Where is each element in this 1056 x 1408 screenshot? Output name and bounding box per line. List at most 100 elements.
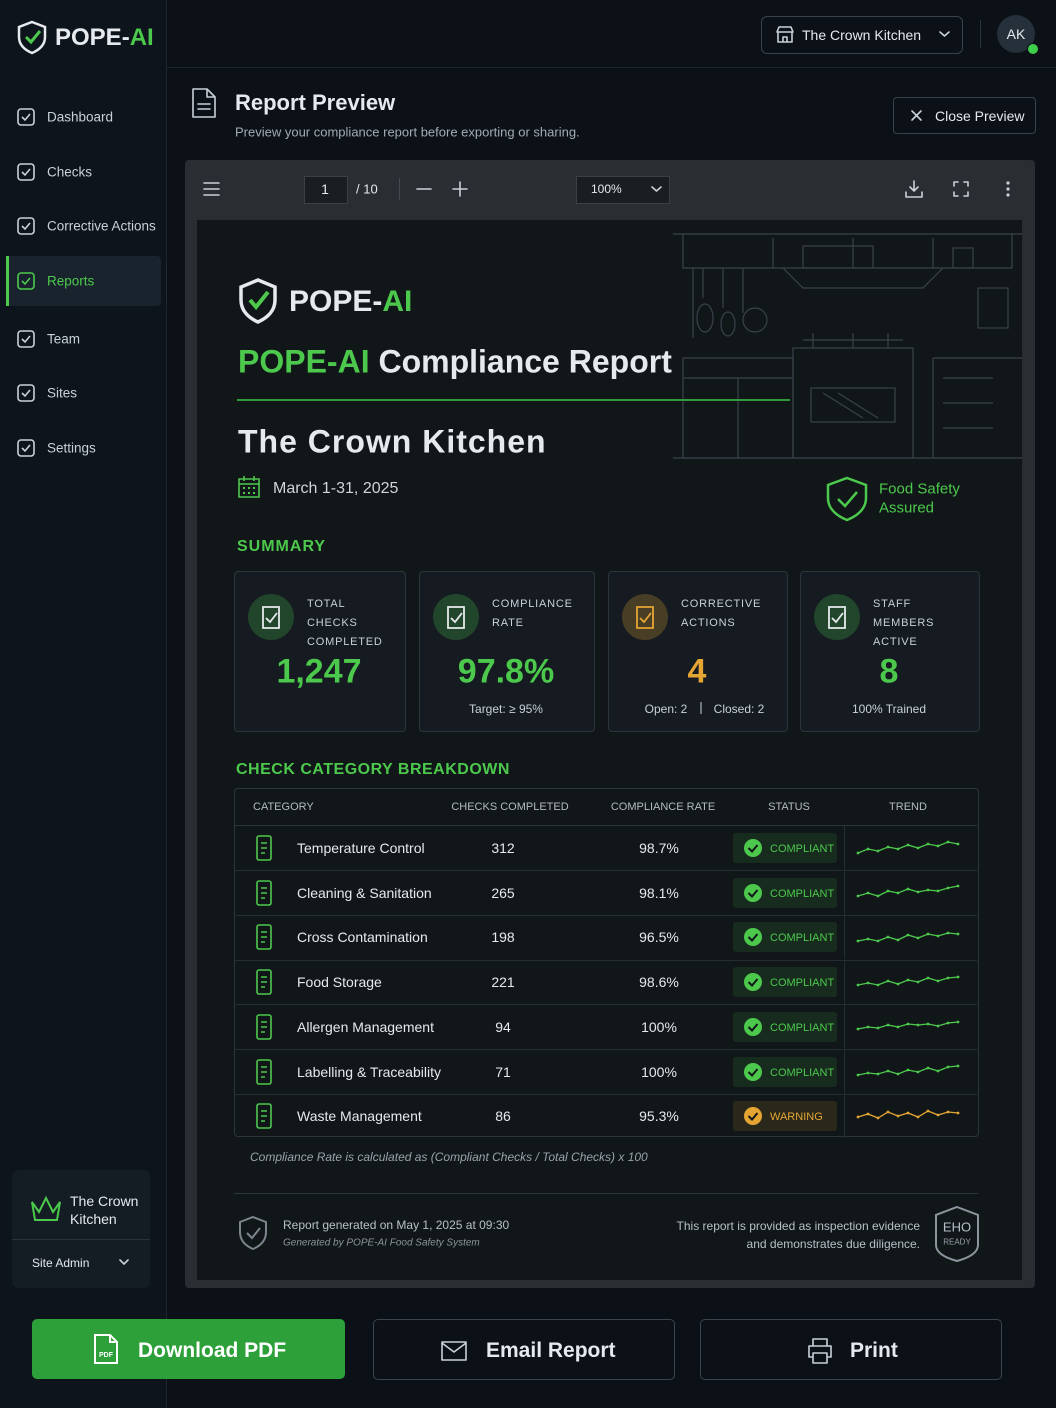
header-rule — [235, 825, 977, 826]
report-page — [197, 220, 1022, 1280]
kitchen-illustration — [673, 233, 1022, 459]
nav-item[interactable]: Corrective Actions — [47, 218, 156, 234]
category-icon — [256, 1058, 272, 1085]
download-label: Download PDF — [138, 1339, 287, 1362]
nav-item[interactable]: Team — [47, 331, 81, 347]
fullscreen-icon[interactable] — [953, 181, 969, 197]
footnote: Compliance Rate is calculated as (Compli… — [250, 1150, 648, 1164]
card-label: TOTAL CHECKS COMPLETED — [307, 598, 383, 648]
nav-icon — [17, 272, 35, 290]
chevron — [119, 1259, 129, 1265]
report-brand: POPE-AI — [289, 285, 412, 319]
brand-prefix: POPE- — [289, 285, 383, 318]
nav-item[interactable]: Dashboard — [47, 109, 114, 125]
close-button[interactable] — [893, 97, 1036, 134]
trend-rule — [844, 960, 845, 1005]
breakdown-table — [234, 788, 979, 1137]
column-header: TREND — [889, 801, 927, 813]
brand-prefix: POPE- — [55, 24, 130, 51]
card-note: Closed: 2 — [713, 702, 765, 716]
zoom-value: 100% — [591, 182, 622, 196]
category-icon — [256, 835, 272, 861]
row-rule — [235, 1093, 977, 1095]
download-button[interactable] — [32, 1319, 345, 1379]
nav-icon — [17, 163, 35, 181]
more-icon[interactable] — [1006, 181, 1010, 197]
status-icon — [744, 1062, 762, 1081]
topbar-border — [167, 67, 1056, 68]
email-button[interactable] — [373, 1319, 675, 1380]
chevron — [651, 186, 662, 192]
status-icon — [744, 1017, 762, 1036]
rate: 96.5% — [639, 929, 679, 946]
category: Allergen Management — [297, 1018, 434, 1035]
site-card[interactable] — [12, 1170, 150, 1288]
nav-item[interactable]: Checks — [47, 164, 93, 180]
eho-title: EHO — [942, 1219, 972, 1235]
status-dot — [1027, 43, 1039, 55]
status: COMPLIANT — [770, 932, 835, 945]
trend-rule — [844, 1049, 845, 1094]
close-label: Close Preview — [935, 108, 1025, 124]
nav-active-bar — [6, 256, 9, 306]
nav-item[interactable]: Sites — [47, 385, 78, 401]
category-icon — [256, 924, 272, 951]
category-icon — [256, 1013, 272, 1040]
nav-item[interactable]: Reports — [47, 273, 95, 289]
page-input[interactable] — [304, 176, 348, 204]
site-name: The Crown Kitchen — [70, 1193, 139, 1227]
close-icon — [911, 110, 922, 121]
card-icon — [248, 594, 294, 640]
zoom-out[interactable] — [416, 188, 432, 190]
brand-suffix: AI — [382, 285, 413, 318]
status: COMPLIANT — [770, 843, 835, 855]
report-title: POPE-AI Compliance Report — [238, 344, 672, 381]
trend-sparkline — [856, 884, 960, 898]
footer-shield — [239, 1215, 267, 1251]
site-selector[interactable] — [761, 16, 963, 54]
menu-icon[interactable] — [203, 182, 220, 196]
pdf-icon: PDF — [94, 1334, 118, 1364]
title-rule — [237, 399, 790, 401]
category-icon — [256, 969, 272, 995]
rate: 98.1% — [639, 884, 679, 901]
nav-icon — [17, 217, 35, 235]
trend-sparkline — [856, 1064, 960, 1076]
download-icon[interactable] — [905, 180, 923, 198]
rate: 100% — [641, 1063, 677, 1080]
page-subtitle: Preview your compliance report before ex… — [235, 124, 580, 140]
chevron — [939, 31, 950, 37]
checks: 221 — [491, 974, 515, 991]
brand-suffix: AI — [129, 24, 154, 51]
trend-rule — [844, 915, 845, 960]
print-button[interactable] — [700, 1319, 1002, 1380]
badge-line: Assured — [879, 499, 935, 517]
trend-rule — [844, 1004, 845, 1049]
status-icon — [744, 839, 762, 857]
status-icon — [744, 883, 762, 902]
title-rest: Compliance Report — [378, 343, 672, 380]
store-icon — [776, 26, 794, 43]
trend-rule — [844, 870, 845, 915]
nav-icon — [17, 384, 35, 402]
trend-sparkline — [856, 975, 960, 987]
crown-icon — [31, 1195, 61, 1221]
summary-card — [419, 571, 595, 732]
status: COMPLIANT — [770, 1021, 835, 1034]
badge-line: Food Safety — [879, 480, 960, 498]
email-label: Email Report — [486, 1339, 616, 1362]
avatar-initials: AK — [1006, 26, 1026, 42]
divider — [12, 1239, 150, 1240]
zoom-in[interactable] — [452, 181, 468, 197]
nav-active-bg — [6, 256, 161, 306]
nav-item[interactable]: Settings — [47, 440, 96, 456]
trend-sparkline — [856, 840, 960, 855]
status-icon — [744, 973, 762, 992]
summary-card — [800, 571, 980, 732]
card-label: STAFF MEMBERS ACTIVE — [873, 598, 935, 648]
generated-by: Generated by POPE-AI Food Safety System — [283, 1237, 480, 1249]
column-header: CATEGORY — [253, 801, 314, 813]
card-value: 8 — [879, 652, 899, 691]
